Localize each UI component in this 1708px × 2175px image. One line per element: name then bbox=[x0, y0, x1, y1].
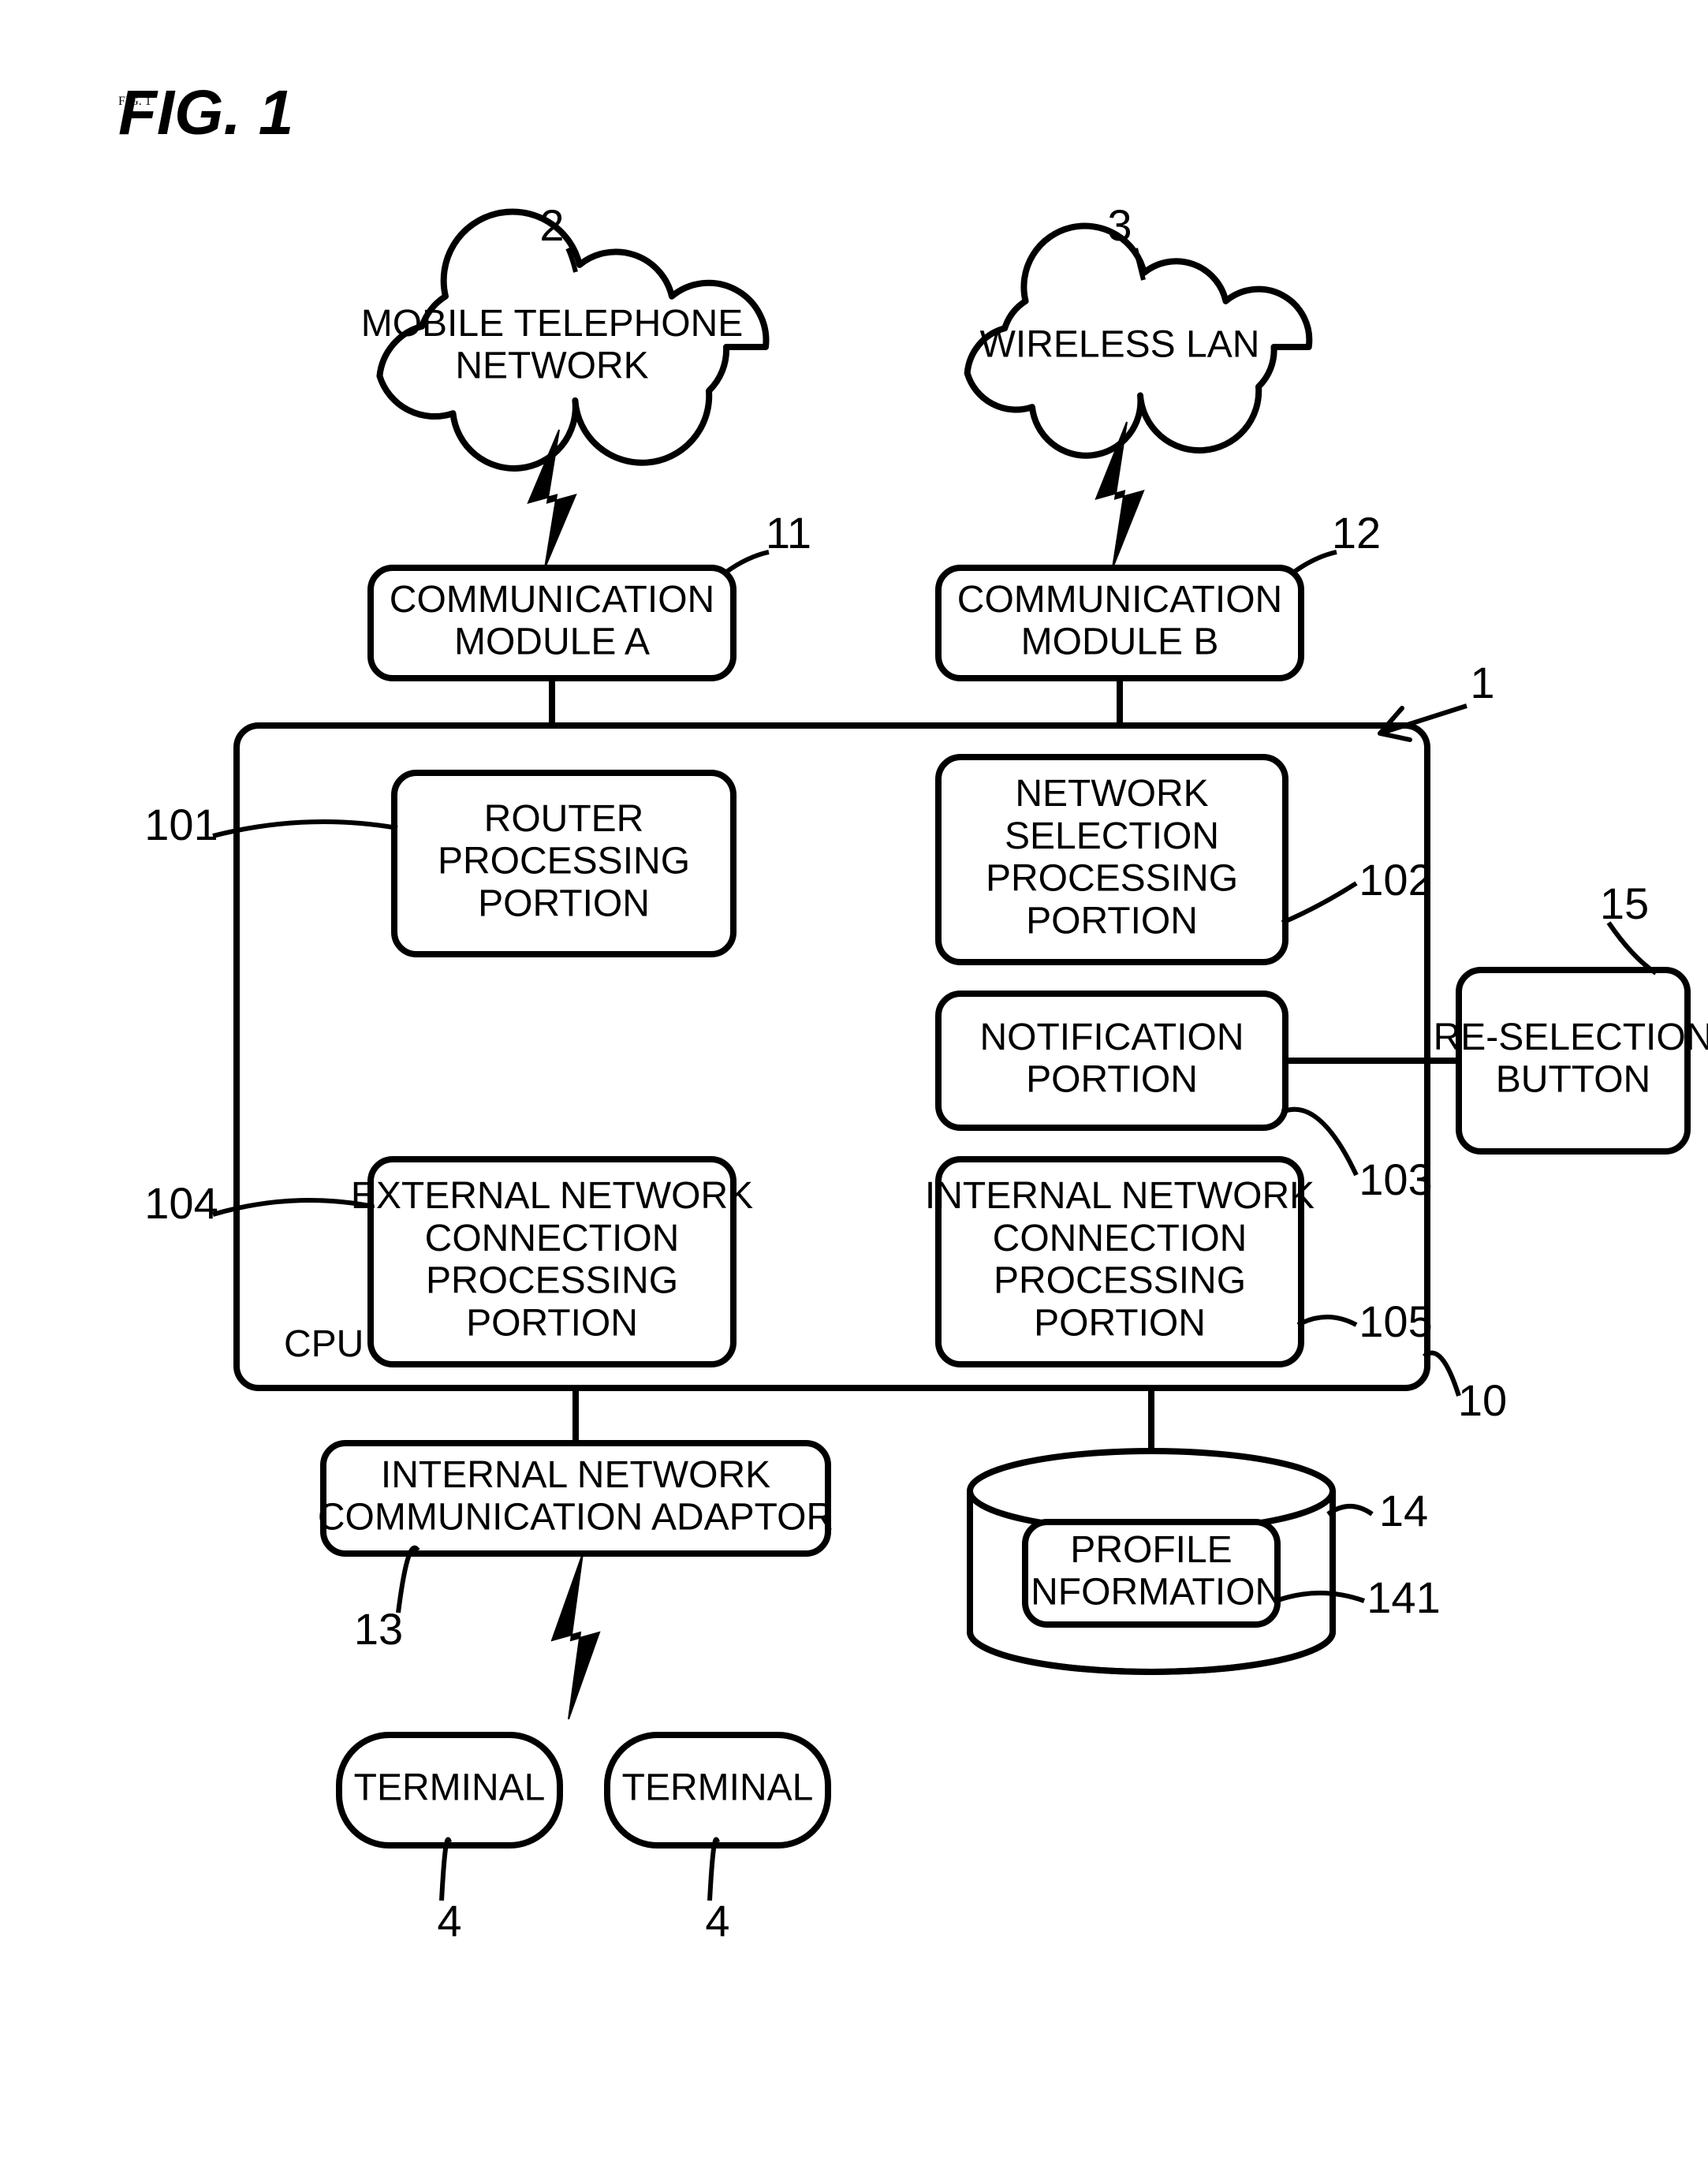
svg-text:PROCESSING: PROCESSING bbox=[986, 858, 1238, 900]
svg-text:CPU: CPU bbox=[284, 1323, 364, 1365]
svg-text:NETWORK: NETWORK bbox=[455, 345, 648, 387]
svg-text:MODULE B: MODULE B bbox=[1021, 621, 1219, 663]
svg-text:4: 4 bbox=[437, 1896, 461, 1946]
svg-text:WIRELESS LAN: WIRELESS LAN bbox=[980, 324, 1260, 366]
svg-text:PROFILE: PROFILE bbox=[1070, 1529, 1232, 1571]
svg-text:MOBILE TELEPHONE: MOBILE TELEPHONE bbox=[361, 303, 744, 345]
svg-text:101: 101 bbox=[144, 800, 218, 849]
svg-text:COMMUNICATION ADAPTOR: COMMUNICATION ADAPTOR bbox=[318, 1497, 833, 1539]
svg-text:COMMUNICATION: COMMUNICATION bbox=[390, 579, 714, 621]
svg-text:CONNECTION: CONNECTION bbox=[993, 1218, 1247, 1259]
svg-text:105: 105 bbox=[1359, 1296, 1432, 1346]
svg-text:FIG. 1: FIG. 1 bbox=[118, 77, 293, 147]
svg-text:PORTION: PORTION bbox=[1034, 1302, 1206, 1344]
svg-text:102: 102 bbox=[1359, 855, 1432, 905]
svg-text:PROCESSING: PROCESSING bbox=[438, 841, 690, 882]
svg-text:14: 14 bbox=[1379, 1486, 1428, 1535]
svg-text:NETWORK: NETWORK bbox=[1015, 773, 1208, 815]
svg-text:EXTERNAL NETWORK: EXTERNAL NETWORK bbox=[351, 1175, 753, 1217]
svg-text:103: 103 bbox=[1359, 1155, 1432, 1204]
svg-text:11: 11 bbox=[766, 508, 811, 558]
svg-text:TERMINAL: TERMINAL bbox=[622, 1767, 814, 1809]
svg-text:12: 12 bbox=[1332, 508, 1381, 558]
svg-text:CONNECTION: CONNECTION bbox=[425, 1218, 680, 1259]
svg-text:PORTION: PORTION bbox=[1026, 1059, 1198, 1101]
svg-text:PROCESSING: PROCESSING bbox=[426, 1260, 678, 1302]
svg-text:SELECTION: SELECTION bbox=[1005, 815, 1219, 857]
svg-text:PORTION: PORTION bbox=[478, 882, 650, 924]
svg-text:NOTIFICATION: NOTIFICATION bbox=[979, 1017, 1244, 1058]
svg-text:2: 2 bbox=[539, 200, 564, 250]
svg-text:104: 104 bbox=[144, 1178, 218, 1228]
svg-text:15: 15 bbox=[1600, 879, 1649, 928]
svg-text:4: 4 bbox=[705, 1896, 729, 1946]
svg-text:COMMUNICATION: COMMUNICATION bbox=[957, 579, 1282, 621]
svg-text:10: 10 bbox=[1458, 1375, 1507, 1425]
svg-text:RE-SELECTION: RE-SELECTION bbox=[1434, 1017, 1708, 1058]
svg-text:INTERNAL NETWORK: INTERNAL NETWORK bbox=[925, 1175, 1315, 1217]
svg-text:ROUTER: ROUTER bbox=[484, 798, 644, 840]
svg-text:3: 3 bbox=[1107, 200, 1132, 250]
svg-text:INTERNAL NETWORK: INTERNAL NETWORK bbox=[381, 1454, 770, 1496]
svg-text:PROCESSING: PROCESSING bbox=[994, 1260, 1246, 1302]
svg-text:PORTION: PORTION bbox=[466, 1302, 638, 1344]
svg-text:1: 1 bbox=[1470, 658, 1494, 707]
svg-text:13: 13 bbox=[354, 1604, 403, 1654]
svg-text:MODULE A: MODULE A bbox=[454, 621, 650, 663]
svg-text:TERMINAL: TERMINAL bbox=[354, 1767, 546, 1809]
svg-text:141: 141 bbox=[1367, 1572, 1440, 1622]
svg-text:PORTION: PORTION bbox=[1026, 900, 1198, 942]
svg-text:BUTTON: BUTTON bbox=[1496, 1059, 1650, 1101]
svg-text:INFORMATION: INFORMATION bbox=[1020, 1572, 1282, 1614]
